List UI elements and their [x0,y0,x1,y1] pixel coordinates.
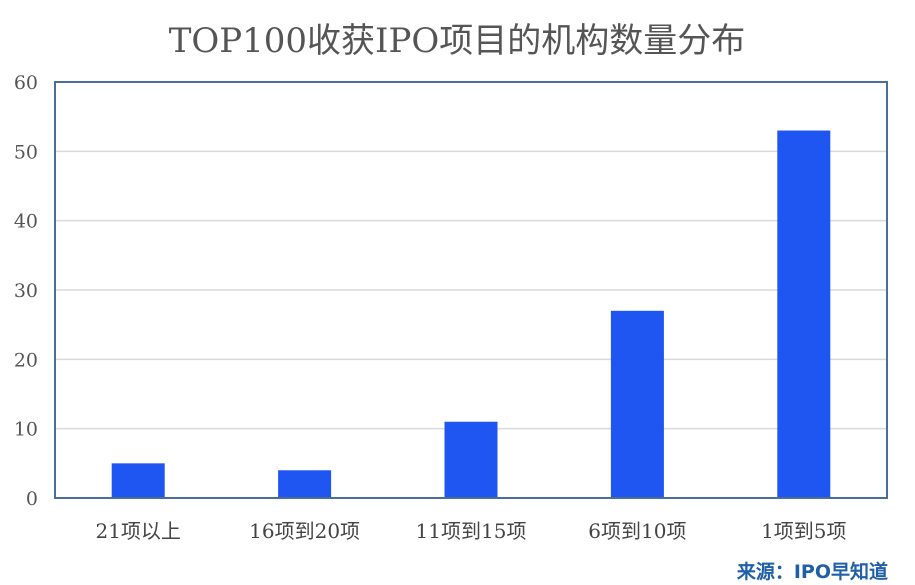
grid-lines [55,150,887,430]
chart-title: TOP100收获IPO项目的机构数量分布 [169,21,746,61]
x-category-label: 21项以上 [95,519,180,543]
x-category-label: 11项到15项 [416,519,527,543]
y-tick-label: 0 [26,488,38,510]
bar [278,470,332,498]
x-category-label: 16项到20项 [249,519,360,543]
bar [610,310,664,498]
bar [777,130,831,499]
y-tick-label: 40 [14,211,38,233]
plot-frame [54,81,888,499]
x-category-label: 6项到10项 [588,519,686,543]
y-tick-label: 10 [14,419,38,441]
x-axis-categories: 21项以上 16项到20项 11项到15项 6项到10项 1项到5项 [95,519,846,543]
bar [111,463,165,498]
x-category-label: 1项到5项 [761,519,846,543]
y-tick-label: 30 [14,280,38,302]
bar [444,421,498,498]
y-tick-label: 50 [14,141,38,163]
y-tick-label: 60 [14,72,38,94]
y-tick-label: 20 [14,349,38,371]
bars [111,130,831,499]
y-axis-ticks: 0 10 20 30 40 50 60 [14,72,38,510]
source-label: 来源：IPO早知道 [737,560,888,583]
